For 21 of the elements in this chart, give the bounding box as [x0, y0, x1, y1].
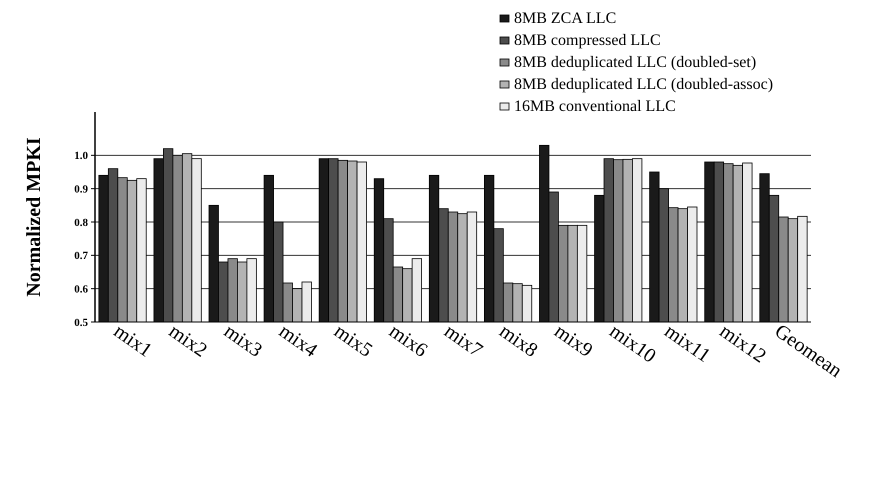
y-tick-label: 0.9: [74, 184, 88, 196]
y-tick-label: 0.5: [74, 316, 88, 329]
legend-label: 8MB deduplicated LLC (doubled-assoc): [514, 76, 774, 93]
y-axis-title: Normalized MPKI: [23, 137, 45, 297]
x-tick-label: mix5: [330, 320, 376, 362]
y-tick-label: 0.6: [74, 284, 88, 296]
legend-label: 8MB compressed LLC: [514, 32, 661, 49]
x-tick-label: mix8: [495, 320, 542, 362]
x-tick-label: mix9: [550, 320, 597, 362]
y-tick-label: 0.7: [74, 250, 88, 262]
x-tick-label: mix6: [385, 320, 432, 362]
x-tick-label: mix7: [440, 320, 486, 362]
x-tick-label: mix3: [220, 320, 266, 362]
y-tick-label: 0.8: [74, 216, 88, 229]
x-tick-label: mix2: [164, 320, 212, 362]
y-tick-label: 1.0: [74, 150, 88, 162]
x-tick-label: mix4: [274, 320, 322, 362]
legend-label: 8MB deduplicated LLC (doubled-set): [514, 54, 756, 71]
x-tick-label: mix1: [110, 320, 156, 362]
legend-label: 8MB ZCA LLC: [514, 10, 616, 27]
legend-label: 16MB conventional LLC: [514, 98, 676, 115]
